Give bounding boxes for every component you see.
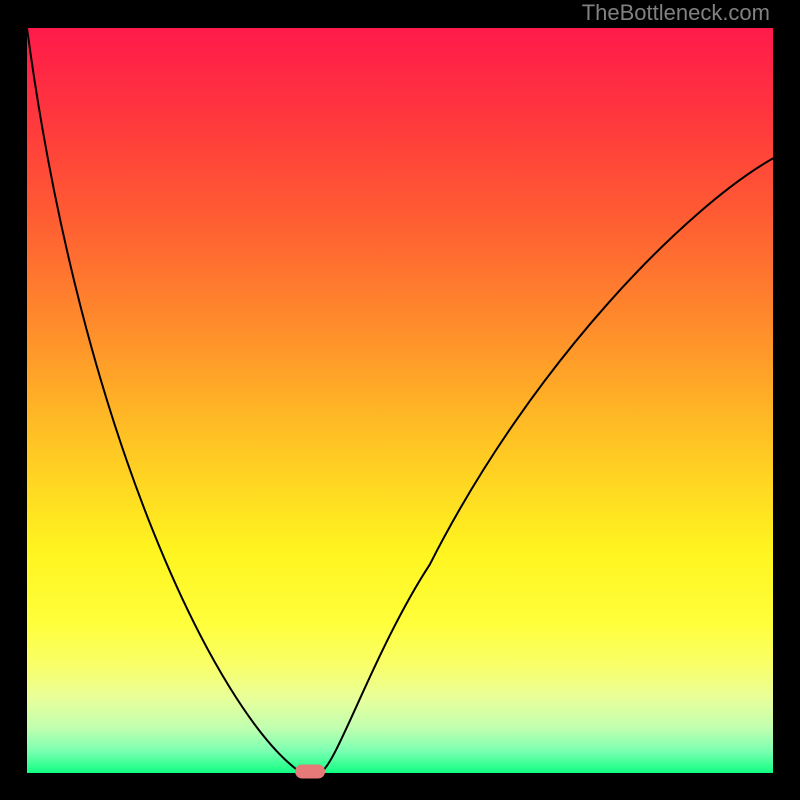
optimum-marker <box>296 764 326 779</box>
plot-area <box>27 28 773 773</box>
watermark-text: TheBottleneck.com <box>582 0 770 26</box>
bottleneck-curve <box>27 28 773 773</box>
chart-container: TheBottleneck.com <box>0 0 800 800</box>
